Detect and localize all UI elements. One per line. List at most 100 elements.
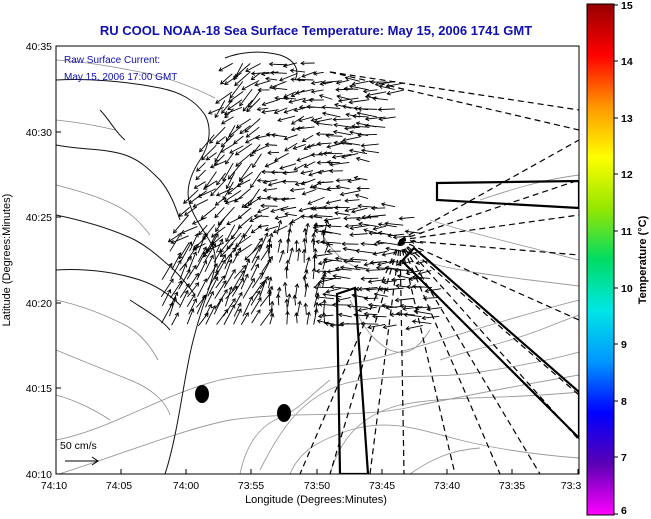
current-vector-head [339,265,345,270]
current-vector-head [214,113,219,119]
y-tick-label: 40:10 [26,469,52,481]
current-vector-head [324,321,329,327]
current-vector [304,275,307,290]
current-vector-head [234,251,240,256]
current-vector [361,149,379,154]
current-vector-head [250,229,256,234]
current-vector-head [317,260,323,266]
current-vector-head [239,101,244,107]
current-vector [350,258,368,261]
current-vector-head [178,212,183,217]
current-vector-head [207,110,213,115]
current-vector [210,160,226,168]
current-vector-head [233,139,238,145]
current-vector-head [230,235,236,240]
current-vector-head [256,195,262,201]
y-tick-label: 40:35 [26,41,52,53]
current-vector-head [318,151,323,156]
current-vector-head [194,272,199,278]
current-vector-head [264,232,269,237]
current-vector-head [274,215,279,221]
current-vector [161,263,173,280]
current-vector [224,72,242,85]
current-vector [366,91,387,96]
current-vector [225,224,236,242]
current-vector-head [260,203,265,209]
current-vector-head [315,268,320,274]
current-vector-head [203,278,208,283]
current-vector [297,78,314,81]
current-vector-head [295,90,300,95]
current-vector-head [238,177,244,182]
current-vector-head [381,303,386,308]
current-vector-head [231,303,236,309]
current-vector-head [265,243,271,249]
current-vector-head [293,166,298,171]
current-vector-head [213,160,219,166]
current-vector [336,179,352,182]
current-vector [379,116,396,120]
current-vector-head [394,267,399,273]
current-vector [277,239,282,253]
current-vector-head [335,87,340,92]
current-vector-head [355,156,361,162]
current-vector-head [192,246,197,251]
current-vector [313,186,332,192]
bathymetry-contours [56,174,579,474]
current-vector [366,287,386,291]
current-vector-head [169,278,174,283]
current-vector-head [344,223,349,229]
current-vector [270,72,287,74]
current-vector-head [240,269,245,275]
current-vector [361,277,379,280]
current-vector-head [262,279,267,284]
current-vector [237,207,252,219]
current-vector-head [337,312,343,318]
current-vector-head [167,238,173,243]
current-vector-head [343,86,348,91]
current-vector-head [298,105,304,110]
current-vector-head [294,181,300,187]
current-vector-head [298,207,303,213]
marker-dot [277,404,291,422]
current-vector-head [309,184,315,189]
current-vector-head [237,302,242,307]
current-vector-head [343,215,348,221]
current-vector [204,304,212,317]
current-vector-head [209,164,215,169]
current-vector [245,63,261,72]
current-vector [211,226,226,238]
current-vector [406,325,423,330]
current-vector-head [322,269,327,275]
current-vector-head [366,92,371,98]
current-vector-head [374,81,380,87]
current-vector-head [172,296,177,302]
current-vector-head [216,181,221,186]
current-vector-head [234,81,239,87]
current-vector-head [267,276,273,281]
colorbar-tick: 15 [621,0,633,12]
x-tick-labels: 74:10 74:05 74:00 73:55 73:50 73:45 73:4… [41,480,582,492]
current-vector-head [335,178,340,183]
current-vector [356,217,370,220]
current-vector [336,185,350,190]
current-vector-head [332,117,337,122]
current-vector [324,243,330,254]
current-vector [209,126,226,144]
current-vector [222,162,234,182]
current-vector-head [225,159,230,165]
current-vector-head [282,281,288,287]
current-vector-head [404,229,409,234]
current-vector [259,276,269,290]
current-vector-head [301,191,307,196]
current-vector-head [277,238,283,243]
current-vector [236,118,251,129]
current-vector-head [389,259,394,264]
current-vector [239,163,253,182]
current-vector-head [320,275,325,281]
current-vector-head [289,68,295,73]
current-vector-head [235,242,240,247]
current-vector-head [238,291,243,297]
current-vector [195,252,206,270]
current-vector [171,235,189,244]
